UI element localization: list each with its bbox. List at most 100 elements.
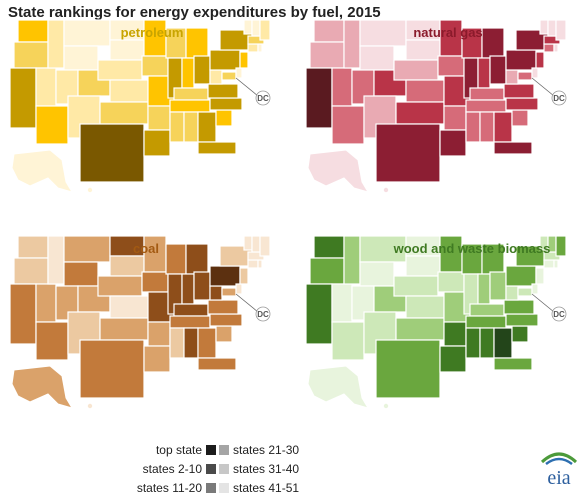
state-ok [395,317,445,341]
state-ar [147,321,171,347]
state-ct [543,259,555,269]
logo-arc-blue [545,457,573,466]
state-de [531,67,539,79]
legend-swatch-states-31-40 [219,463,229,474]
state-vt [243,235,253,251]
state-tn [465,99,507,113]
state-ga [493,327,513,359]
state-ak [11,365,74,409]
state-mt [359,19,407,47]
maps-figure: DC petroleum DC natural gas DC coal DC wood and… [9,19,567,409]
state-or [13,257,49,285]
state-tx [375,339,441,399]
state-vt [243,19,253,35]
state-in [181,273,195,305]
state-in [477,273,491,305]
state-md [517,287,533,297]
state-sc [511,325,529,343]
state-tx [79,339,145,399]
legend-label-states-11-20: states 11-20 [136,480,202,495]
state-ok [395,101,445,125]
dc-label: DC [257,94,269,103]
state-wv [505,69,519,85]
state-in [477,57,491,89]
eia-logo: eia [540,452,578,489]
state-ri [553,43,559,53]
state-fl [197,141,237,155]
logo-text: eia [547,467,570,489]
state-nv [35,283,57,323]
state-ia [437,55,465,77]
map-panel-0: DC [9,19,271,193]
state-mi [185,243,209,275]
state-de [235,283,243,295]
state-az [35,321,69,361]
state-nj [535,51,545,69]
state-nc [209,313,243,327]
state-al [183,327,199,359]
state-wi [165,243,187,275]
state-wy [359,261,395,287]
state-pa [505,49,537,71]
state-ks [405,79,445,103]
state-tn [169,99,211,113]
dc-leader-line [235,77,259,97]
legend-label-states-2-10: states 2-10 [142,461,202,476]
state-or [309,257,345,285]
state-ky [173,87,209,101]
state-oh [193,271,211,301]
state-nj [535,267,545,285]
state-tx [375,123,441,183]
state-tn [169,315,211,329]
state-mi [185,27,209,59]
panel-title-1: natural gas [413,25,482,40]
state-nc [505,313,539,327]
state-de [531,283,539,295]
state-sc [215,109,233,127]
chart-title: State rankings for energy expenditures b… [8,4,381,21]
state-in [181,57,195,89]
legend-swatch-top-state [206,444,216,455]
legend-row-1: top state states 21-30 [116,440,299,459]
state-ar [443,105,467,131]
state-vt [539,19,549,35]
state-ct [247,43,259,53]
state-ri [257,259,263,269]
state-nv [35,67,57,107]
state-wv [209,285,223,301]
state-la [143,129,171,157]
dc-leader-line [235,293,259,313]
state-ks [405,295,445,319]
state-ms [465,111,481,143]
state-wv [505,285,519,301]
legend-swatch-states-41-51 [219,482,229,493]
state-me [555,19,567,41]
state-al [479,327,495,359]
state-ga [197,327,217,359]
state-mt [63,19,111,47]
state-md [221,287,237,297]
state-sd [109,39,145,61]
state-id [343,19,361,69]
map-panel-1: DC [305,19,567,193]
dc-marker [255,306,271,322]
state-ok [99,101,149,125]
state-ca [305,67,333,129]
state-id [47,19,65,69]
state-me [259,19,271,41]
state-nh [251,19,261,37]
state-nj [239,267,249,285]
state-nh [251,235,261,253]
dc-marker [551,90,567,106]
state-nc [505,97,539,111]
state-sd [405,255,441,277]
dc-leader-line [531,293,555,313]
state-ak [307,149,370,193]
state-hi [383,187,389,193]
state-ne [393,275,439,297]
state-wy [359,45,395,71]
legend: top state states 21-30 states 2-10 state… [116,440,299,497]
state-la [439,129,467,157]
state-mt [359,235,407,263]
state-oh [489,55,507,85]
